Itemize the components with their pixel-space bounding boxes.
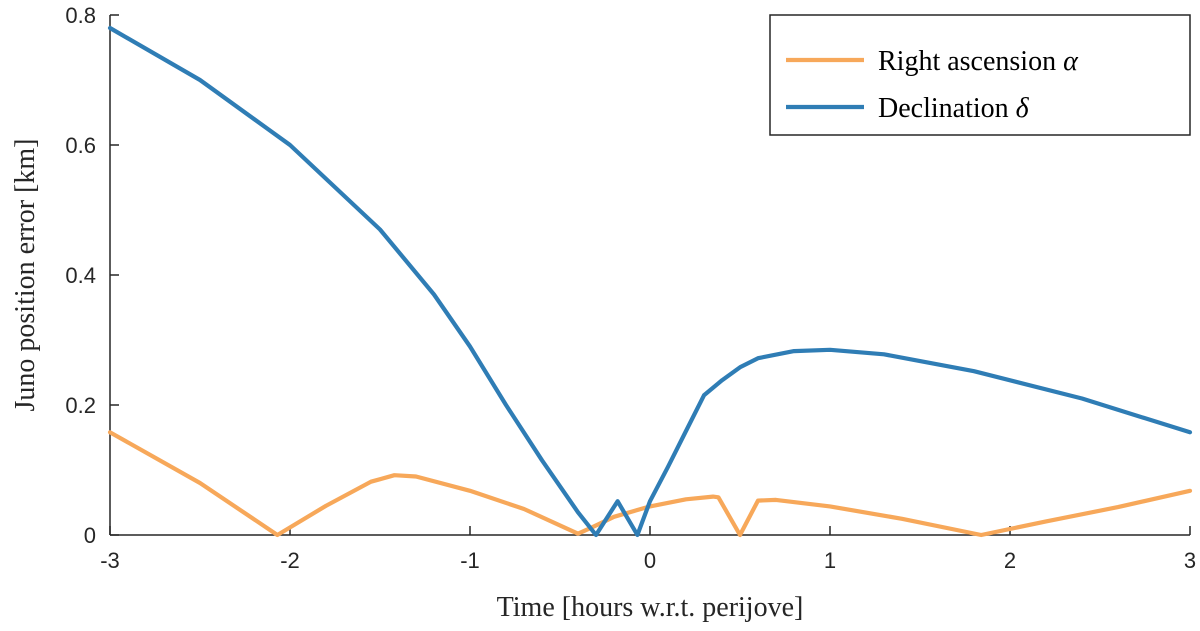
y-tick-label: 0.4 (65, 263, 96, 288)
axes: -3 -2 -1 0 1 2 3 0 0.2 0.4 0.6 0.8 (65, 3, 1196, 573)
legend-entry-2: Declination δ (878, 93, 1030, 124)
x-axis-label: Time [hours w.r.t. perijove] (497, 592, 804, 623)
y-tick-label: 0 (84, 523, 96, 548)
y-tick-label: 0.2 (65, 393, 96, 418)
plot-area (107, 25, 1193, 538)
x-tick-label: -3 (100, 548, 120, 573)
x-tick-label: -1 (460, 548, 480, 573)
x-tick-label: 3 (1184, 548, 1196, 573)
series-line-2 (107, 25, 1193, 538)
legend: Right ascension α Declination δ (769, 14, 1191, 136)
y-tick-label: 0.8 (65, 3, 96, 28)
y-tick-label: 0.6 (65, 133, 96, 158)
legend-box (769, 14, 1191, 136)
x-tick-label: 1 (824, 548, 836, 573)
x-tick-label: 2 (1004, 548, 1016, 573)
x-tick-label: 0 (644, 548, 656, 573)
x-tick-label: -2 (280, 548, 300, 573)
legend-entry-1: Right ascension α (878, 46, 1079, 77)
series-line-1 (107, 430, 1193, 538)
y-axis-label: Juno position error [km] (10, 139, 41, 412)
